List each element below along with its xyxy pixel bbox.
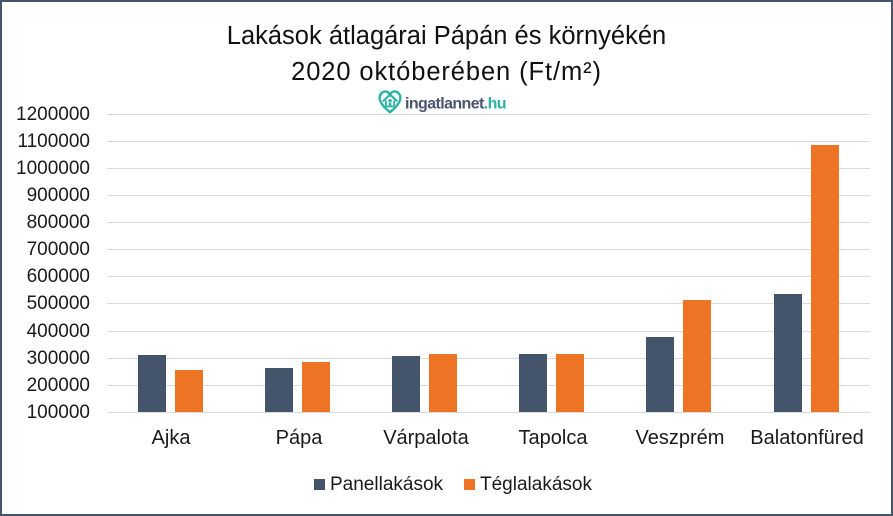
svg-text:ingatlannet.hu: ingatlannet.hu [405,96,506,113]
